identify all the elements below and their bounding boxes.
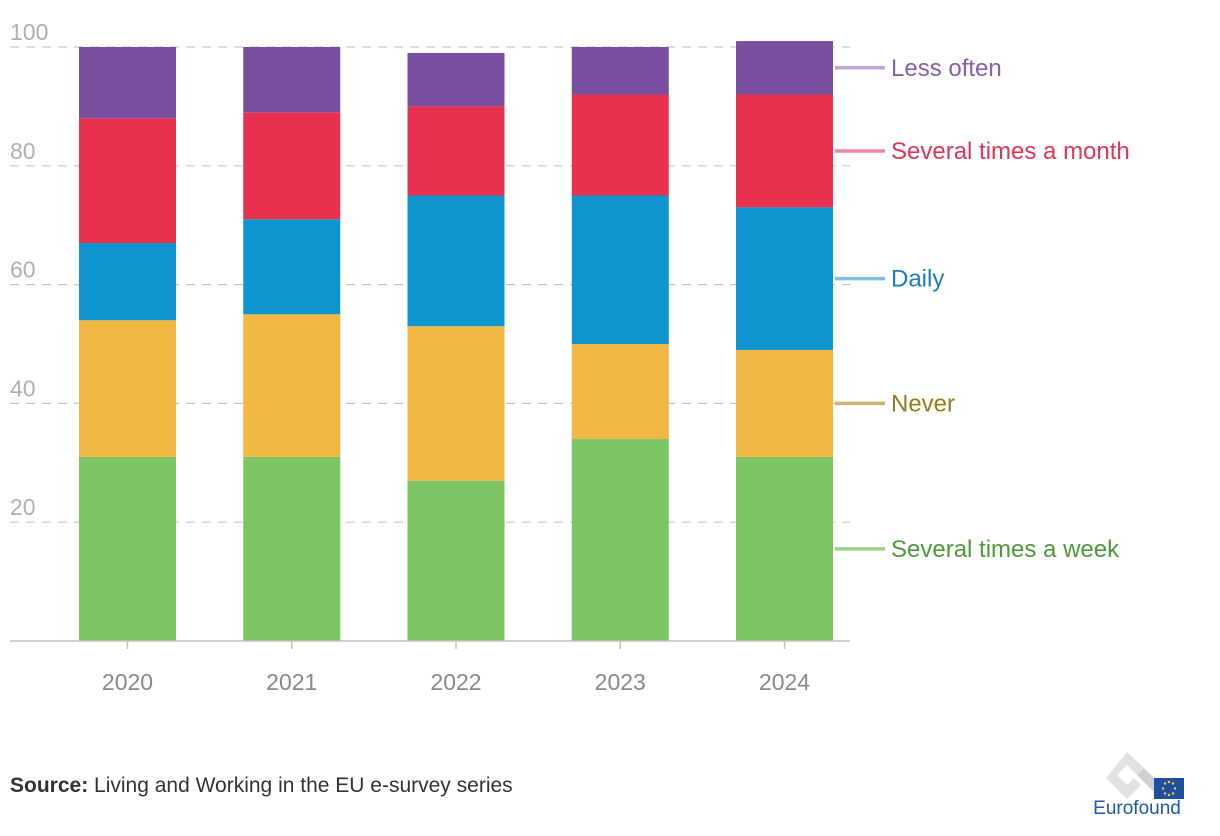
y-tick-label: 40 <box>10 375 36 401</box>
bar-segment-2021-1 <box>243 314 341 457</box>
bars <box>79 41 833 641</box>
legend-label: Several times a month <box>891 138 1130 165</box>
axes: 2020 2021 2022 2023 2024 <box>10 640 850 695</box>
eurofound-logo-icon <box>1106 752 1184 799</box>
legend-label: Never <box>891 390 955 417</box>
legend-label: Daily <box>891 266 944 293</box>
bar-segment-2020-3 <box>79 118 176 244</box>
bar-segment-2022-2 <box>407 195 505 327</box>
bar-segment-2022-4 <box>407 52 505 107</box>
source-note: Source: Living and Working in the EU e-s… <box>10 774 513 798</box>
bar-segment-2024-4 <box>736 41 833 95</box>
bar-segment-2023-4 <box>571 47 669 95</box>
bar-segment-2021-4 <box>243 47 341 113</box>
bar-segment-2022-1 <box>407 326 505 481</box>
eurofound-logo: Eurofound <box>1082 748 1192 820</box>
y-tick-label: 100 <box>10 19 48 45</box>
bar-segment-2023-1 <box>571 344 669 440</box>
bar-segment-2024-0 <box>736 456 833 641</box>
x-tick-label: 2023 <box>595 669 646 695</box>
x-tick-label: 2022 <box>430 669 481 695</box>
legend-label: Less often <box>891 55 1002 82</box>
source-label: Source: <box>10 774 89 797</box>
bar-segment-2020-4 <box>79 47 176 119</box>
bar-segment-2023-2 <box>571 195 669 344</box>
bar-segment-2020-2 <box>79 243 176 321</box>
bar-segment-2023-3 <box>571 94 669 196</box>
bar-segment-2021-0 <box>243 456 341 641</box>
source-text: Living and Working in the EU e-survey se… <box>88 774 513 797</box>
x-tick-label: 2024 <box>759 669 810 695</box>
bar-segment-2020-0 <box>79 456 176 641</box>
bar-segment-2022-3 <box>407 106 505 196</box>
legend-label: Several times a week <box>891 536 1120 563</box>
bar-segment-2020-1 <box>79 320 176 457</box>
x-tick-label: 2020 <box>102 669 153 695</box>
bar-segment-2021-3 <box>243 112 341 220</box>
eurofound-logo-text: Eurofound <box>1093 798 1181 819</box>
bar-segment-2024-1 <box>736 349 833 457</box>
bar-segment-2023-0 <box>571 439 669 641</box>
legend: Several times a week Never Daily Several ti… <box>835 55 1130 563</box>
x-tick-label: 2021 <box>266 669 317 695</box>
bar-segment-2024-2 <box>736 207 833 350</box>
y-tick-label: 80 <box>10 138 36 164</box>
y-tick-label: 20 <box>10 494 36 520</box>
stacked-bar-chart: 20 40 60 80 100 2020 2021 2022 2023 2024 Several… <box>10 19 1130 695</box>
bar-segment-2022-0 <box>407 480 505 641</box>
bar-segment-2021-2 <box>243 219 341 315</box>
bar-segment-2024-3 <box>736 94 833 208</box>
y-tick-label: 60 <box>10 257 36 283</box>
